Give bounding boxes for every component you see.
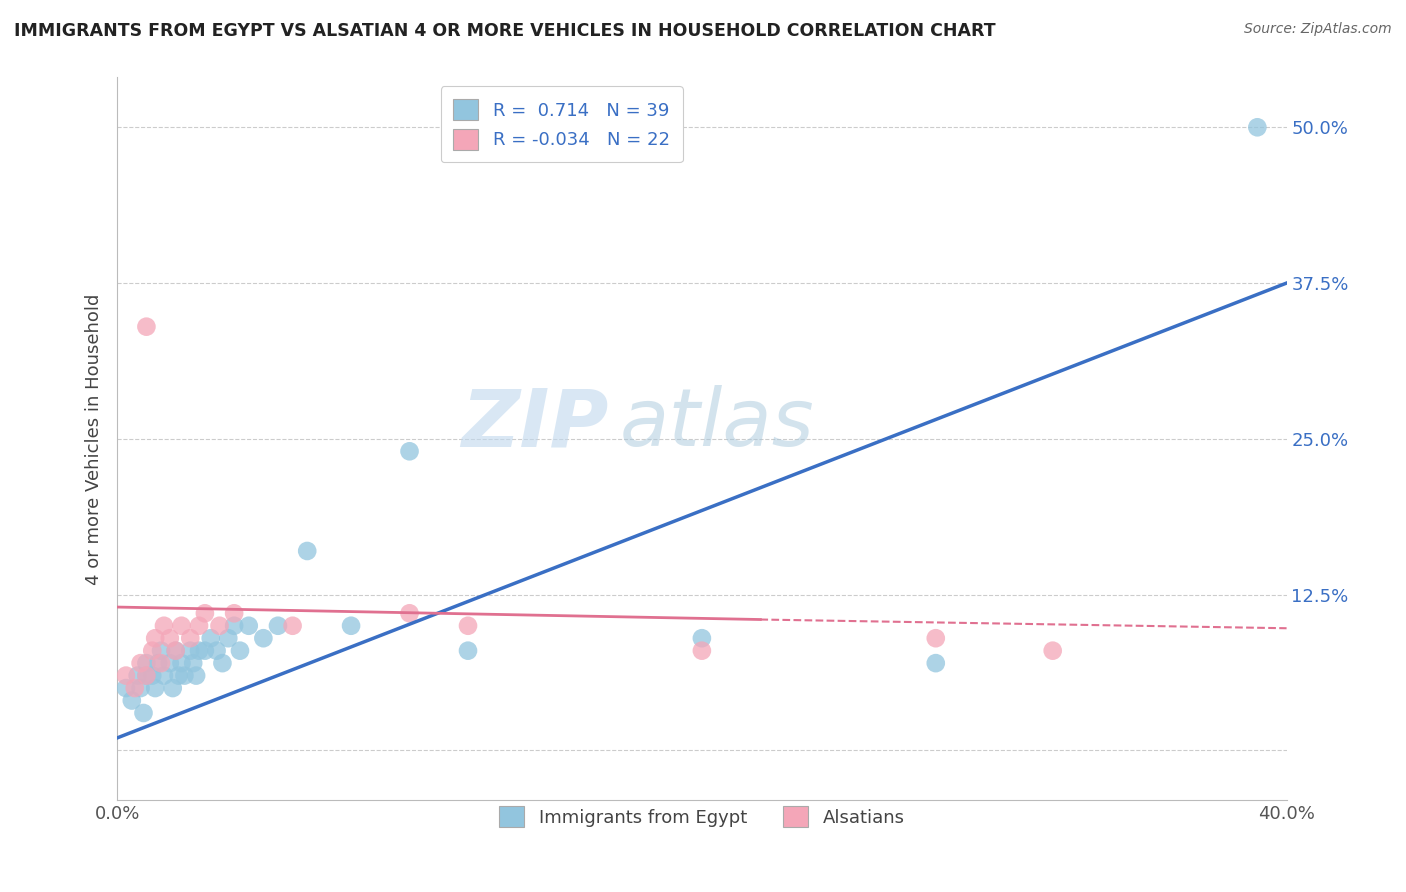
Point: [165, 643, 187, 657]
Point: [194, 643, 217, 657]
Point: [267, 619, 290, 633]
Point: [153, 668, 176, 682]
Y-axis label: 4 or more Vehicles in Household: 4 or more Vehicles in Household: [86, 293, 103, 584]
Point: [127, 668, 149, 682]
Point: [690, 643, 713, 657]
Point: [167, 668, 190, 682]
Point: [121, 693, 143, 707]
Point: [150, 656, 173, 670]
Point: [188, 643, 211, 657]
Point: [224, 607, 246, 621]
Point: [135, 656, 157, 670]
Point: [281, 619, 304, 633]
Point: [141, 668, 163, 682]
Point: [150, 643, 173, 657]
Point: [159, 631, 181, 645]
Point: [153, 619, 176, 633]
Point: [229, 643, 252, 657]
Point: [135, 668, 157, 682]
Point: [200, 631, 222, 645]
Point: [115, 681, 138, 695]
Point: [115, 668, 138, 682]
Point: [208, 619, 231, 633]
Point: [925, 656, 948, 670]
Text: atlas: atlas: [620, 385, 815, 463]
Point: [170, 656, 193, 670]
Point: [124, 681, 146, 695]
Point: [194, 607, 217, 621]
Text: ZIP: ZIP: [461, 385, 609, 463]
Point: [170, 619, 193, 633]
Point: [135, 319, 157, 334]
Point: [457, 619, 479, 633]
Point: [129, 656, 152, 670]
Point: [224, 619, 246, 633]
Point: [398, 607, 420, 621]
Point: [252, 631, 274, 645]
Point: [188, 619, 211, 633]
Point: [173, 668, 195, 682]
Point: [179, 631, 201, 645]
Point: [132, 706, 155, 720]
Point: [1042, 643, 1064, 657]
Point: [217, 631, 239, 645]
Point: [238, 619, 260, 633]
Point: [1246, 120, 1268, 135]
Point: [159, 656, 181, 670]
Text: Source: ZipAtlas.com: Source: ZipAtlas.com: [1244, 22, 1392, 37]
Point: [340, 619, 363, 633]
Point: [184, 668, 207, 682]
Point: [398, 444, 420, 458]
Point: [135, 668, 157, 682]
Point: [165, 643, 187, 657]
Legend: Immigrants from Egypt, Alsatians: Immigrants from Egypt, Alsatians: [492, 799, 912, 835]
Point: [179, 643, 201, 657]
Point: [297, 544, 319, 558]
Point: [129, 681, 152, 695]
Point: [141, 643, 163, 657]
Point: [146, 656, 169, 670]
Point: [925, 631, 948, 645]
Text: IMMIGRANTS FROM EGYPT VS ALSATIAN 4 OR MORE VEHICLES IN HOUSEHOLD CORRELATION CH: IMMIGRANTS FROM EGYPT VS ALSATIAN 4 OR M…: [14, 22, 995, 40]
Point: [143, 631, 166, 645]
Point: [457, 643, 479, 657]
Point: [211, 656, 233, 670]
Point: [162, 681, 184, 695]
Point: [181, 656, 204, 670]
Point: [690, 631, 713, 645]
Point: [143, 681, 166, 695]
Point: [205, 643, 228, 657]
